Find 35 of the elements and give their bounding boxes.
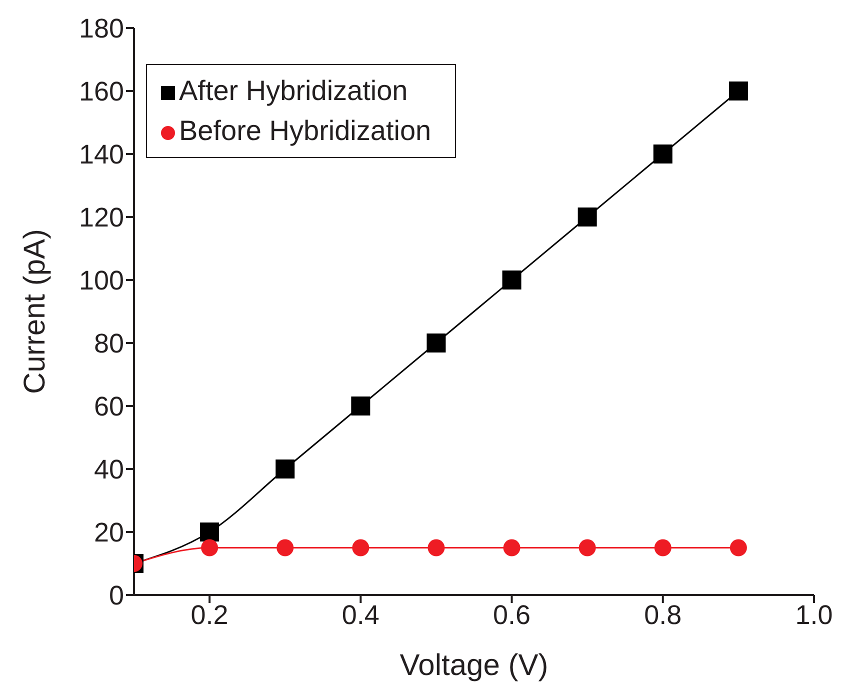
- point: [654, 539, 672, 556]
- point: [200, 522, 220, 542]
- point: [728, 82, 748, 100]
- point: [578, 208, 597, 226]
- y-tick-label: 180: [78, 14, 124, 44]
- y-tick-label: 0: [108, 580, 124, 611]
- y-tick-label: 40: [94, 454, 124, 485]
- y-tick-label: 140: [78, 140, 124, 170]
- x-tick-label: 0.6: [493, 600, 531, 630]
- x-axis-title: Voltage (V): [400, 649, 548, 682]
- point: [578, 539, 596, 556]
- point: [428, 539, 445, 556]
- x-tick-label: 0.4: [342, 600, 380, 630]
- legend-label: After Hybridization: [179, 75, 408, 106]
- x-tick-label: 1.0: [795, 600, 833, 630]
- point: [730, 539, 747, 556]
- point: [503, 539, 520, 556]
- point: [276, 460, 295, 478]
- legend-label: Before Hybridization: [179, 115, 432, 146]
- point: [352, 539, 370, 556]
- y-tick-label: 80: [94, 328, 124, 359]
- point: [351, 396, 370, 416]
- y-tick-label: 100: [78, 266, 124, 296]
- point: [276, 539, 294, 556]
- point: [502, 270, 522, 290]
- y-tick-label: 20: [94, 518, 124, 548]
- point: [653, 144, 672, 164]
- y-tick-label: 160: [78, 76, 124, 107]
- x-tick-label: 0.8: [644, 600, 682, 630]
- x-tick-label: 0.2: [190, 600, 228, 630]
- y-axis-title: Current (pA): [18, 228, 52, 394]
- y-tick-label: 60: [94, 392, 124, 422]
- point: [426, 334, 446, 352]
- point: [201, 539, 218, 556]
- y-tick-label: 120: [78, 202, 124, 233]
